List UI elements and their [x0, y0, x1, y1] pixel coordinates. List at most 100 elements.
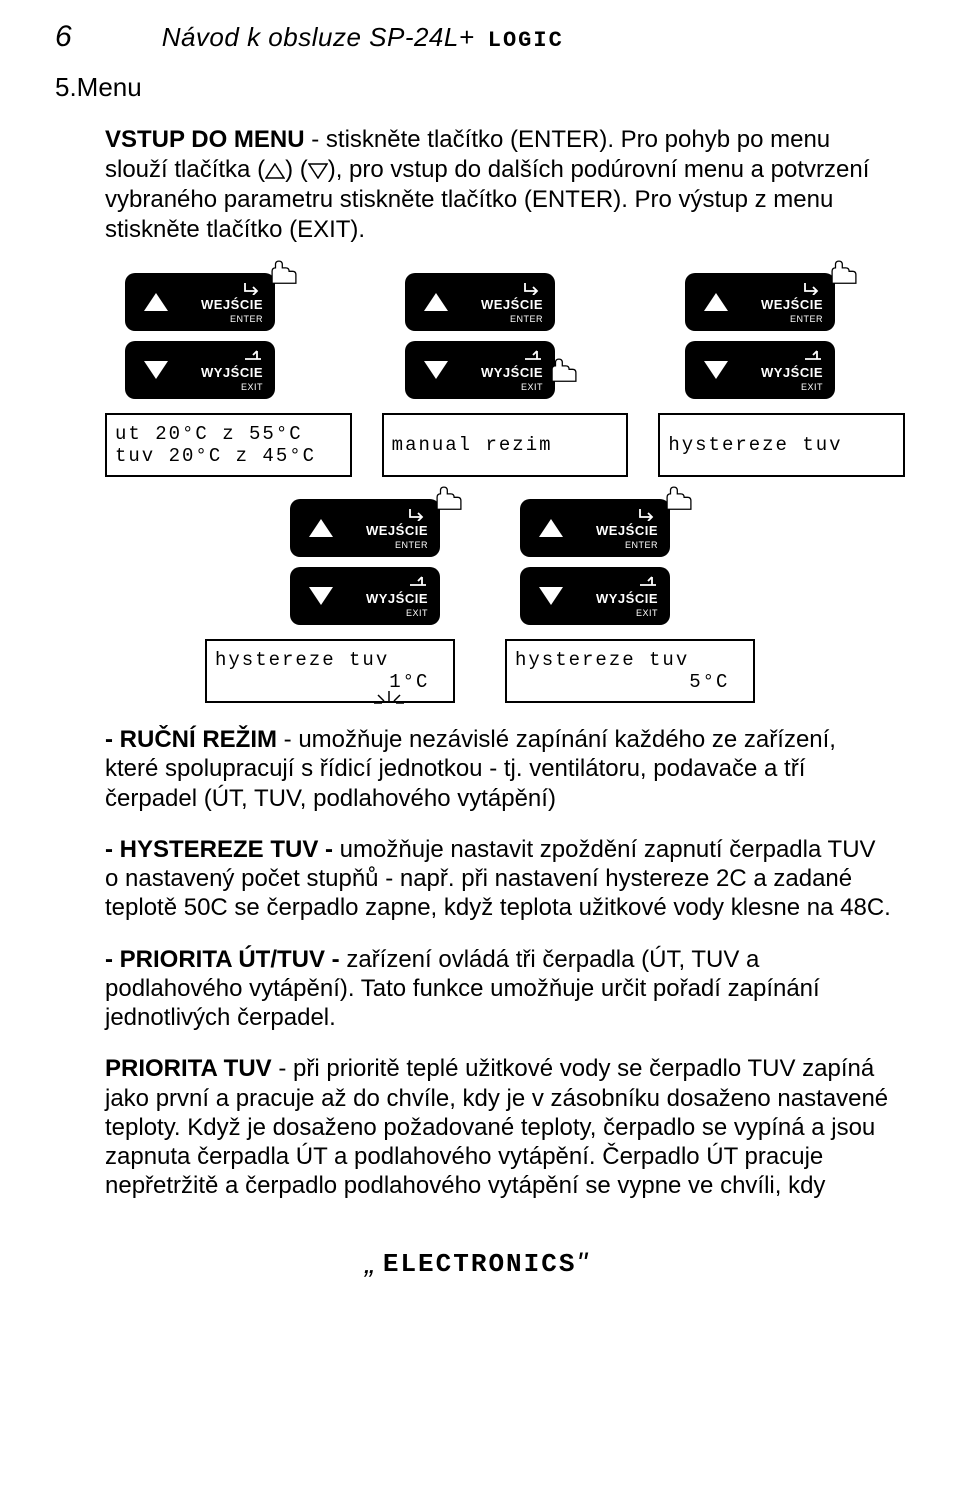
p4-bold: PRIORITA TUV — [105, 1055, 272, 1082]
triangle-down-icon — [308, 163, 328, 179]
exit-button[interactable]: WYJŚCIE EXIT — [125, 341, 275, 399]
page-number: 6 — [55, 20, 72, 54]
enter-arrow-icon — [243, 281, 263, 295]
page-footer: „ ELECTRONICS " — [55, 1247, 905, 1281]
triangle-up-icon — [306, 513, 336, 543]
triangle-up-icon — [265, 163, 285, 179]
hand-pointer-icon — [827, 259, 861, 287]
exit-label: WYJŚCIE — [596, 591, 658, 606]
body-paragraph-1: - RUČNÍ REŽIM - umožňuje nezávislé zapín… — [105, 725, 895, 813]
enter-arrow-icon — [803, 281, 823, 295]
exit-sub: EXIT — [521, 382, 543, 392]
button-labels: WYJŚCIE EXIT — [185, 349, 263, 392]
body-paragraph-2: - HYSTEREZE TUV - umožňuje nastavit zpož… — [105, 835, 895, 923]
button-labels: WEJŚCIE ENTER — [580, 507, 658, 550]
triangle-up-icon — [536, 513, 566, 543]
exit-arrow-icon — [523, 349, 543, 363]
triangle-down-icon — [421, 355, 451, 385]
enter-sub: ENTER — [790, 314, 823, 324]
lcd-display: hystereze tuv — [658, 413, 905, 477]
exit-sub: EXIT — [241, 382, 263, 392]
enter-sub: ENTER — [510, 314, 543, 324]
exit-label: WYJŚCIE — [481, 365, 543, 380]
exit-sub: EXIT — [406, 608, 428, 618]
hand-pointer-icon — [432, 485, 466, 513]
enter-button[interactable]: WEJŚCIE ENTER — [125, 273, 275, 331]
hand-pointer-icon — [267, 259, 301, 287]
header-title-wrap: Návod k obsluze SP-24L+ LOGIC — [162, 22, 905, 53]
intro-text-mid: ) ( — [285, 156, 308, 183]
footer-brand: ELECTRONICS — [383, 1249, 577, 1279]
intro-paragraph: VSTUP DO MENU - stiskněte tlačítko (ENTE… — [105, 125, 895, 245]
p1-bold: - RUČNÍ REŽIM — [105, 726, 277, 753]
enter-label: WEJŚCIE — [366, 523, 428, 538]
enter-button[interactable]: WEJŚCIE ENTER — [405, 273, 555, 331]
header-title: Návod k obsluze SP-24L+ — [162, 22, 475, 52]
button-pair: WEJŚCIE ENTER WYJŚCIE EXIT — [685, 273, 835, 399]
exit-arrow-icon — [408, 575, 428, 589]
enter-button[interactable]: WEJŚCIE ENTER — [685, 273, 835, 331]
hand-pointer-icon — [662, 485, 696, 513]
enter-label: WEJŚCIE — [761, 297, 823, 312]
intro-bold: VSTUP DO MENU — [105, 126, 305, 153]
triangle-down-icon — [701, 355, 731, 385]
body-paragraph-3: - PRIORITA ÚT/TUV - zařízení ovládá tři … — [105, 945, 895, 1033]
enter-button[interactable]: WEJŚCIE ENTER — [290, 499, 440, 557]
exit-label: WYJŚCIE — [366, 591, 428, 606]
enter-arrow-icon — [638, 507, 658, 521]
enter-arrow-icon — [408, 507, 428, 521]
button-pair: WEJŚCIE ENTER WYJŚCIE EXIT — [405, 273, 555, 399]
lcd-line: ut 20°C z 55°C — [115, 423, 342, 445]
enter-arrow-icon — [523, 281, 543, 295]
button-pair: WEJŚCIE ENTER WYJŚCIE EXIT — [290, 499, 440, 625]
exit-button[interactable]: WYJŚCIE EXIT — [405, 341, 555, 399]
lcd-line: 5°C — [515, 671, 745, 693]
enter-sub: ENTER — [625, 540, 658, 550]
triangle-up-icon — [421, 287, 451, 317]
enter-label: WEJŚCIE — [596, 523, 658, 538]
exit-button[interactable]: WYJŚCIE EXIT — [290, 567, 440, 625]
exit-sub: EXIT — [801, 382, 823, 392]
lcd-display: hystereze tuv 5°C — [505, 639, 755, 703]
exit-arrow-icon — [803, 349, 823, 363]
lcd-row-mid: hystereze tuv 1°C hystereze tuv 5°C — [55, 639, 905, 703]
button-labels: WYJŚCIE EXIT — [745, 349, 823, 392]
lcd-row-top: ut 20°C z 55°C tuv 20°C z 45°C manual re… — [105, 413, 905, 477]
button-labels: WEJŚCIE ENTER — [350, 507, 428, 550]
lcd-display: hystereze tuv 1°C — [205, 639, 455, 703]
enter-sub: ENTER — [395, 540, 428, 550]
lcd-display: manual rezim — [382, 413, 629, 477]
enter-label: WEJŚCIE — [201, 297, 263, 312]
hand-pointer-icon — [547, 357, 581, 385]
page-header: 6 Návod k obsluze SP-24L+ LOGIC — [55, 20, 905, 54]
button-labels: WYJŚCIE EXIT — [465, 349, 543, 392]
triangle-down-icon — [141, 355, 171, 385]
p2-bold: - HYSTEREZE TUV - — [105, 836, 333, 863]
lcd-line: hystereze tuv — [515, 649, 745, 671]
enter-label: WEJŚCIE — [481, 297, 543, 312]
exit-arrow-icon — [638, 575, 658, 589]
button-pair: WEJŚCIE ENTER WYJŚCIE EXIT — [125, 273, 275, 399]
button-labels: WEJŚCIE ENTER — [465, 281, 543, 324]
lcd-display: ut 20°C z 55°C tuv 20°C z 45°C — [105, 413, 352, 477]
body-paragraph-4: PRIORITA TUV - při prioritě teplé užitko… — [105, 1054, 895, 1200]
footer-quote-close: " — [576, 1247, 589, 1281]
button-row-mid: WEJŚCIE ENTER WYJŚCIE EXIT WEJŚCIE ENTER — [55, 499, 905, 625]
exit-label: WYJŚCIE — [761, 365, 823, 380]
header-logic: LOGIC — [488, 28, 564, 53]
exit-arrow-icon — [243, 349, 263, 363]
blink-cursor-icon — [372, 689, 406, 715]
exit-button[interactable]: WYJŚCIE EXIT — [520, 567, 670, 625]
enter-button[interactable]: WEJŚCIE ENTER — [520, 499, 670, 557]
exit-button[interactable]: WYJŚCIE EXIT — [685, 341, 835, 399]
triangle-up-icon — [701, 287, 731, 317]
lcd-line: manual rezim — [392, 434, 619, 456]
button-row-top: WEJŚCIE ENTER WYJŚCIE EXIT WEJŚCIE ENTER — [55, 273, 905, 399]
exit-sub: EXIT — [636, 608, 658, 618]
lcd-line: 1°C — [215, 671, 445, 693]
lcd-line: tuv 20°C z 45°C — [115, 445, 342, 467]
triangle-up-icon — [141, 287, 171, 317]
enter-sub: ENTER — [230, 314, 263, 324]
button-labels: WEJŚCIE ENTER — [745, 281, 823, 324]
lcd-line: hystereze tuv — [215, 649, 445, 671]
